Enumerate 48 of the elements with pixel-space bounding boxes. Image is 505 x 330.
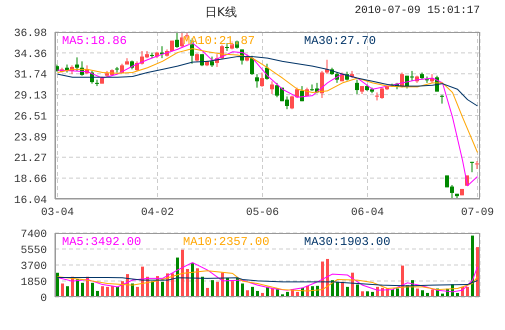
x-tick-label: 06-04 <box>350 206 384 219</box>
text: MA10:2357.00 <box>183 235 270 249</box>
text: MA30:1903.00 <box>304 235 390 249</box>
line-series <box>57 276 478 286</box>
bar <box>211 280 214 297</box>
y-tick-label: 34.36 <box>14 48 47 61</box>
line-series <box>57 262 478 292</box>
chart-title: 日K线 <box>205 4 237 21</box>
y-tick-label: 26.51 <box>14 111 48 124</box>
y-tick-label: 3700 <box>20 260 47 273</box>
bar <box>181 250 184 297</box>
y-tick-label: 36.98 <box>14 28 47 40</box>
bar <box>161 282 164 297</box>
bar <box>56 272 59 297</box>
y-tick-label: 29.13 <box>14 90 47 103</box>
bar <box>191 263 194 297</box>
bar <box>91 282 94 297</box>
y-tick-label: 16.04 <box>14 194 48 207</box>
x-tick-label: 04-02 <box>140 206 174 219</box>
y-tick-label: 31.74 <box>14 70 48 82</box>
y-tick-label: 23.89 <box>14 132 47 144</box>
y-tick-label: 5550 <box>20 244 47 257</box>
bar <box>216 282 219 297</box>
bar <box>176 258 179 297</box>
bar <box>476 247 479 297</box>
y-tick-label: 1850 <box>20 276 47 289</box>
bar <box>356 284 359 297</box>
y-tick-label: 7400 <box>20 228 47 241</box>
bar <box>241 284 244 297</box>
chart-subtitle: 2010-07-09 15:01:17 <box>354 5 480 17</box>
x-tick-label: 07-09 <box>460 206 494 219</box>
x-tick-label: 05-06 <box>246 206 280 219</box>
x-tick-label: 03-04 <box>40 206 74 219</box>
series-label: MA5:18.86 <box>62 34 127 48</box>
line-series <box>57 270 478 292</box>
bar <box>66 286 69 297</box>
bar <box>336 282 339 297</box>
bar <box>81 282 84 297</box>
y-tick-label: 21.27 <box>14 153 47 166</box>
text: MA5:3492.00 <box>62 235 142 249</box>
bar <box>101 286 104 297</box>
bar <box>61 284 64 297</box>
y-tick-label: 18.66 <box>14 174 47 186</box>
line-series <box>57 56 478 107</box>
y-tick-label: 0 <box>40 292 47 305</box>
bar <box>231 281 234 297</box>
bar <box>471 236 474 297</box>
series-label: MA30:27.70 <box>304 34 376 48</box>
